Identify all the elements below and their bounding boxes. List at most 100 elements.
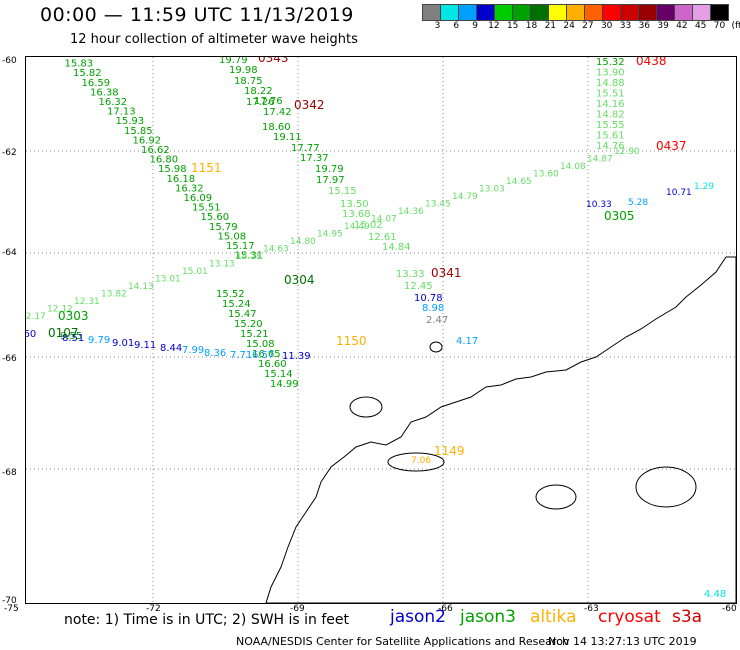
track-value: 16.92 bbox=[133, 135, 162, 146]
track-value: 17.76 bbox=[254, 96, 283, 107]
track-value: 14.08 bbox=[560, 162, 586, 172]
track-value: 12.61 bbox=[368, 232, 397, 243]
legend-swatch bbox=[458, 4, 477, 21]
legend-label: 45 bbox=[694, 21, 707, 31]
track-value: 15.51 bbox=[192, 203, 221, 214]
track-value: 13.68 bbox=[342, 209, 371, 220]
legend-label: 18 bbox=[525, 21, 538, 31]
lon-label: -69 bbox=[290, 604, 305, 614]
lat-label: -70 bbox=[2, 596, 17, 606]
track-value: 17.77 bbox=[291, 143, 320, 154]
legend-swatch bbox=[710, 4, 729, 21]
page-subtitle: 12 hour collection of altimeter wave hei… bbox=[70, 32, 358, 47]
track-value: 15.55 bbox=[596, 120, 625, 131]
legend-label: 33 bbox=[619, 21, 632, 31]
legend-label: 15 bbox=[506, 21, 519, 31]
footer-note: note: 1) Time is in UTC; 2) SWH is in fe… bbox=[64, 612, 350, 628]
legend-swatch bbox=[422, 4, 441, 21]
track-value: 15.15 bbox=[328, 186, 357, 197]
track-value: 19.79 bbox=[315, 164, 344, 175]
track-value: 9.01 bbox=[112, 338, 134, 349]
legend-swatch bbox=[692, 4, 711, 21]
track-value: 13.60 bbox=[533, 170, 559, 180]
satellite-jason3: jason3 bbox=[460, 607, 516, 627]
track-label: 0304 bbox=[284, 273, 315, 287]
track-label: 0437 bbox=[656, 139, 687, 153]
track-value: 15.17 bbox=[226, 241, 255, 252]
legend-label: 3 bbox=[434, 21, 441, 31]
track-value: 12.12 bbox=[47, 305, 73, 315]
track-value: 5.28 bbox=[628, 198, 648, 208]
lat-label: -66 bbox=[2, 354, 17, 364]
track-value: 8.44 bbox=[160, 343, 182, 354]
track-label: 0303 bbox=[58, 309, 89, 323]
track-value: 13.01 bbox=[155, 275, 181, 285]
track-label: 0107 bbox=[48, 326, 79, 340]
track-value: 15.31 bbox=[235, 251, 264, 262]
track-value: 7.99 bbox=[182, 345, 204, 356]
track-label: 1150 bbox=[336, 334, 367, 348]
track-value: 14.76 bbox=[596, 141, 625, 152]
track-value: 12.45 bbox=[404, 281, 433, 292]
track-value: 17.42 bbox=[263, 107, 292, 118]
legend-swatch bbox=[512, 4, 531, 21]
track-value: 14.99 bbox=[270, 379, 299, 390]
track-value: 16.09 bbox=[184, 193, 213, 204]
track-value: 16.56 bbox=[56, 57, 85, 60]
track-label: 0343 bbox=[258, 57, 289, 65]
track-value: 12.17 bbox=[26, 312, 46, 322]
timestamp: Nov 14 13:27:13 UTC 2019 bbox=[548, 635, 697, 648]
island bbox=[635, 466, 697, 508]
map-canvas: 16.5615.8315.8216.5916.3816.3217.1315.93… bbox=[26, 57, 736, 603]
satellite-cryosat: cryosat bbox=[598, 607, 661, 627]
legend-label: 42 bbox=[676, 21, 688, 31]
track-value: 8.51 bbox=[62, 333, 84, 344]
track-value: 14.80 bbox=[290, 237, 316, 247]
lat-label: -64 bbox=[2, 248, 17, 258]
track-value: 15.20 bbox=[234, 319, 263, 330]
lat-label: -60 bbox=[2, 56, 17, 66]
track-value: 14.65 bbox=[506, 177, 532, 187]
lat-label: -68 bbox=[2, 468, 17, 478]
satellite-jason2: jason2 bbox=[390, 607, 446, 627]
track-value: 13.82 bbox=[101, 290, 127, 300]
island bbox=[349, 396, 383, 418]
lon-label: -72 bbox=[146, 604, 161, 614]
island bbox=[387, 452, 445, 472]
map-panel[interactable]: 16.5615.8315.8216.5916.3816.3217.1315.93… bbox=[25, 56, 737, 604]
track-value: 13.50 bbox=[340, 199, 369, 210]
track-value: 7.71 bbox=[230, 350, 252, 361]
track-label: 0305 bbox=[604, 209, 635, 223]
track-value: 16.32 bbox=[99, 97, 128, 108]
lat-label: -62 bbox=[2, 148, 17, 158]
page-title: 00:00 — 11:59 UTC 11/13/2019 bbox=[40, 4, 354, 26]
track-label: 0342 bbox=[294, 98, 325, 112]
track-value: 15.14 bbox=[264, 369, 293, 380]
legend-swatch bbox=[566, 4, 585, 21]
track-value: 16.32 bbox=[175, 183, 204, 194]
track-value: 8.36 bbox=[204, 348, 226, 359]
track-value: 16.80 bbox=[150, 155, 179, 166]
track-value: 9.60 bbox=[26, 329, 36, 340]
track-value: 14.07 bbox=[371, 215, 397, 225]
lon-label: -60 bbox=[722, 604, 737, 614]
legend-swatch bbox=[548, 4, 567, 21]
track-value: 16.60 bbox=[258, 359, 287, 370]
track-value: 15.47 bbox=[228, 309, 257, 320]
legend-swatch bbox=[476, 4, 495, 21]
track-value: 14.88 bbox=[596, 78, 625, 89]
track-value: 15.51 bbox=[596, 89, 625, 100]
track-value: 14.49 bbox=[344, 222, 370, 232]
track-value: 14.13 bbox=[128, 282, 154, 292]
track-value: 15.01 bbox=[182, 267, 208, 277]
track-value: 1.29 bbox=[694, 182, 714, 192]
island bbox=[429, 341, 443, 353]
track-value: 8.98 bbox=[422, 303, 444, 314]
track-value: 9.55 bbox=[60, 331, 82, 342]
track-value: 15.85 bbox=[124, 126, 153, 137]
track-value: 15.32 bbox=[596, 57, 625, 68]
legend-label: 24 bbox=[563, 21, 575, 31]
track-value: 6.57 bbox=[252, 350, 274, 361]
track-value: 16.62 bbox=[141, 145, 170, 156]
color-legend bbox=[422, 4, 729, 21]
